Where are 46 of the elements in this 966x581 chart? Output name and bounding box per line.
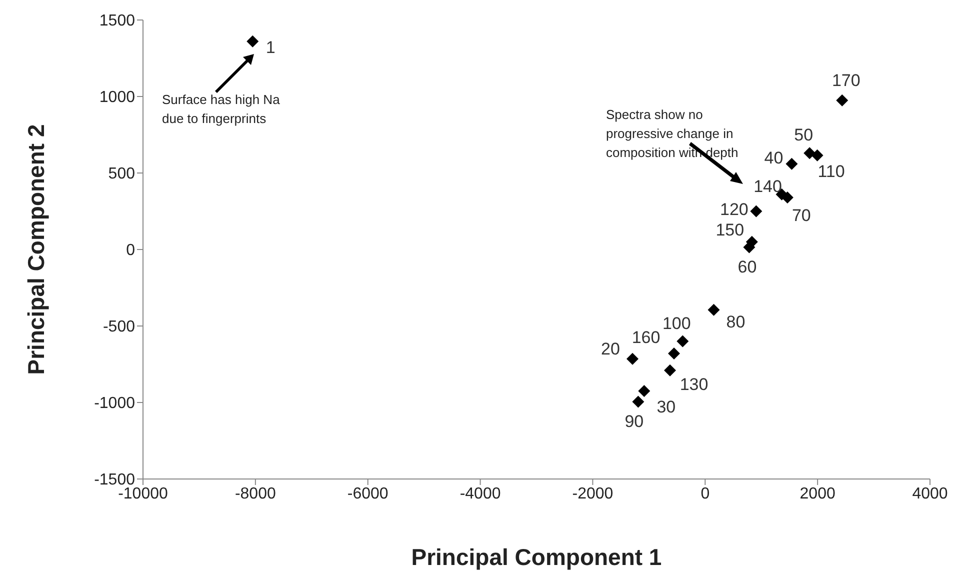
annotation: 170 <box>832 70 860 90</box>
annotation: Surface has high Na due to fingerprints <box>162 91 281 128</box>
y-tick-label: 0 <box>126 242 136 260</box>
annotation: 110 <box>818 162 845 181</box>
annotation: 40 <box>764 148 784 168</box>
point <box>632 396 644 408</box>
x-tick-label: 2000 <box>800 485 836 502</box>
point <box>638 385 650 398</box>
annotation: 20 <box>601 339 620 358</box>
y-axis-title: Principal Component 2 <box>23 124 50 375</box>
annotation: 70 <box>792 206 811 225</box>
x-tick-label: -8000 <box>234 485 276 502</box>
annotation: 90 <box>624 412 644 432</box>
point <box>664 364 676 376</box>
y-tick-label: 1000 <box>99 89 136 106</box>
point <box>811 149 824 162</box>
annotation: 60 <box>738 258 757 277</box>
annotation: 30 <box>656 398 676 417</box>
x-tick-label: -2000 <box>572 485 614 502</box>
y-tick-label: 500 <box>108 166 136 183</box>
annotation: 150 <box>716 220 744 240</box>
annotation: 1 <box>266 38 276 57</box>
y-tick-label: -500 <box>102 318 136 336</box>
point <box>708 304 720 316</box>
point <box>786 158 798 170</box>
annotation: 160 <box>632 328 660 348</box>
x-axis-title: Principal Component 1 <box>411 544 662 570</box>
x-tick-label: -4000 <box>460 485 501 502</box>
point <box>246 35 259 48</box>
annotation: 140 <box>754 176 782 196</box>
point <box>676 335 689 348</box>
x-tick-label: -6000 <box>347 485 388 502</box>
point <box>836 94 848 106</box>
x-tick-label: 4000 <box>912 485 948 502</box>
point <box>804 147 816 160</box>
annotation: 130 <box>680 374 708 394</box>
y-tick-label: -1000 <box>94 395 136 412</box>
annotation: 50 <box>794 126 814 145</box>
x-tick-label: 0 <box>700 485 710 502</box>
annotation: 80 <box>726 312 746 332</box>
point <box>668 348 680 360</box>
y-tick-label: 1500 <box>99 12 136 30</box>
annotation: 100 <box>662 314 691 333</box>
annotation: 120 <box>720 200 748 219</box>
point <box>626 352 639 365</box>
point <box>750 205 762 218</box>
